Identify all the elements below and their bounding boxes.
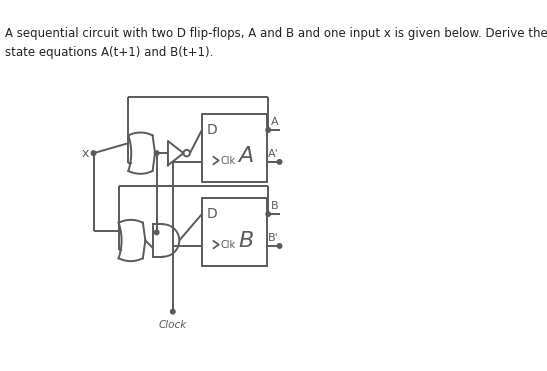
Text: A: A xyxy=(270,117,278,127)
Text: A sequential circuit with two D flip-flops, A and B and one input x is given bel: A sequential circuit with two D flip-flo… xyxy=(4,27,547,40)
Text: Clock: Clock xyxy=(159,320,187,330)
Bar xyxy=(202,198,266,266)
Text: A': A' xyxy=(268,149,278,159)
Text: Clk: Clk xyxy=(220,155,235,165)
Text: A: A xyxy=(238,147,253,167)
Circle shape xyxy=(277,244,282,248)
Circle shape xyxy=(277,160,282,164)
Circle shape xyxy=(171,309,175,314)
Text: Clk: Clk xyxy=(220,240,235,250)
Text: B: B xyxy=(238,230,253,250)
Circle shape xyxy=(266,128,270,132)
Circle shape xyxy=(154,230,159,235)
Circle shape xyxy=(91,151,96,155)
Text: D: D xyxy=(206,207,217,221)
Circle shape xyxy=(266,212,270,216)
Text: B': B' xyxy=(268,233,278,243)
Text: state equations A(t+1) and B(t+1).: state equations A(t+1) and B(t+1). xyxy=(4,46,213,59)
Text: D: D xyxy=(206,123,217,137)
Bar xyxy=(202,114,266,182)
Text: x: x xyxy=(82,147,89,160)
Circle shape xyxy=(154,151,159,155)
Text: B: B xyxy=(270,201,278,211)
